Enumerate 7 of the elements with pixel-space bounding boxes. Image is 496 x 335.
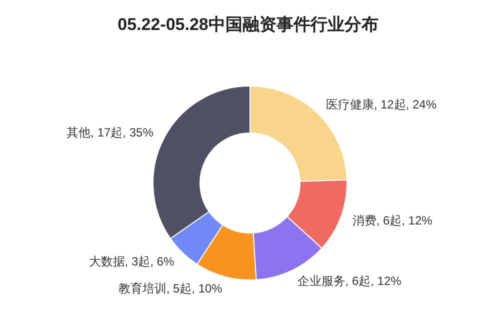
slice-label: 大数据, 3起, 6%	[88, 254, 174, 268]
slice-label: 教育培训, 5起, 10%	[118, 281, 223, 296]
slice-label: 其他, 17起, 35%	[66, 126, 154, 140]
slice-label: 消费, 6起, 12%	[352, 214, 433, 228]
slice-label: 企业服务, 6起, 12%	[297, 274, 402, 288]
chart-title: 05.22-05.28中国融资事件行业分布	[118, 15, 378, 34]
slice-label: 医疗健康, 12起, 24%	[326, 98, 437, 112]
